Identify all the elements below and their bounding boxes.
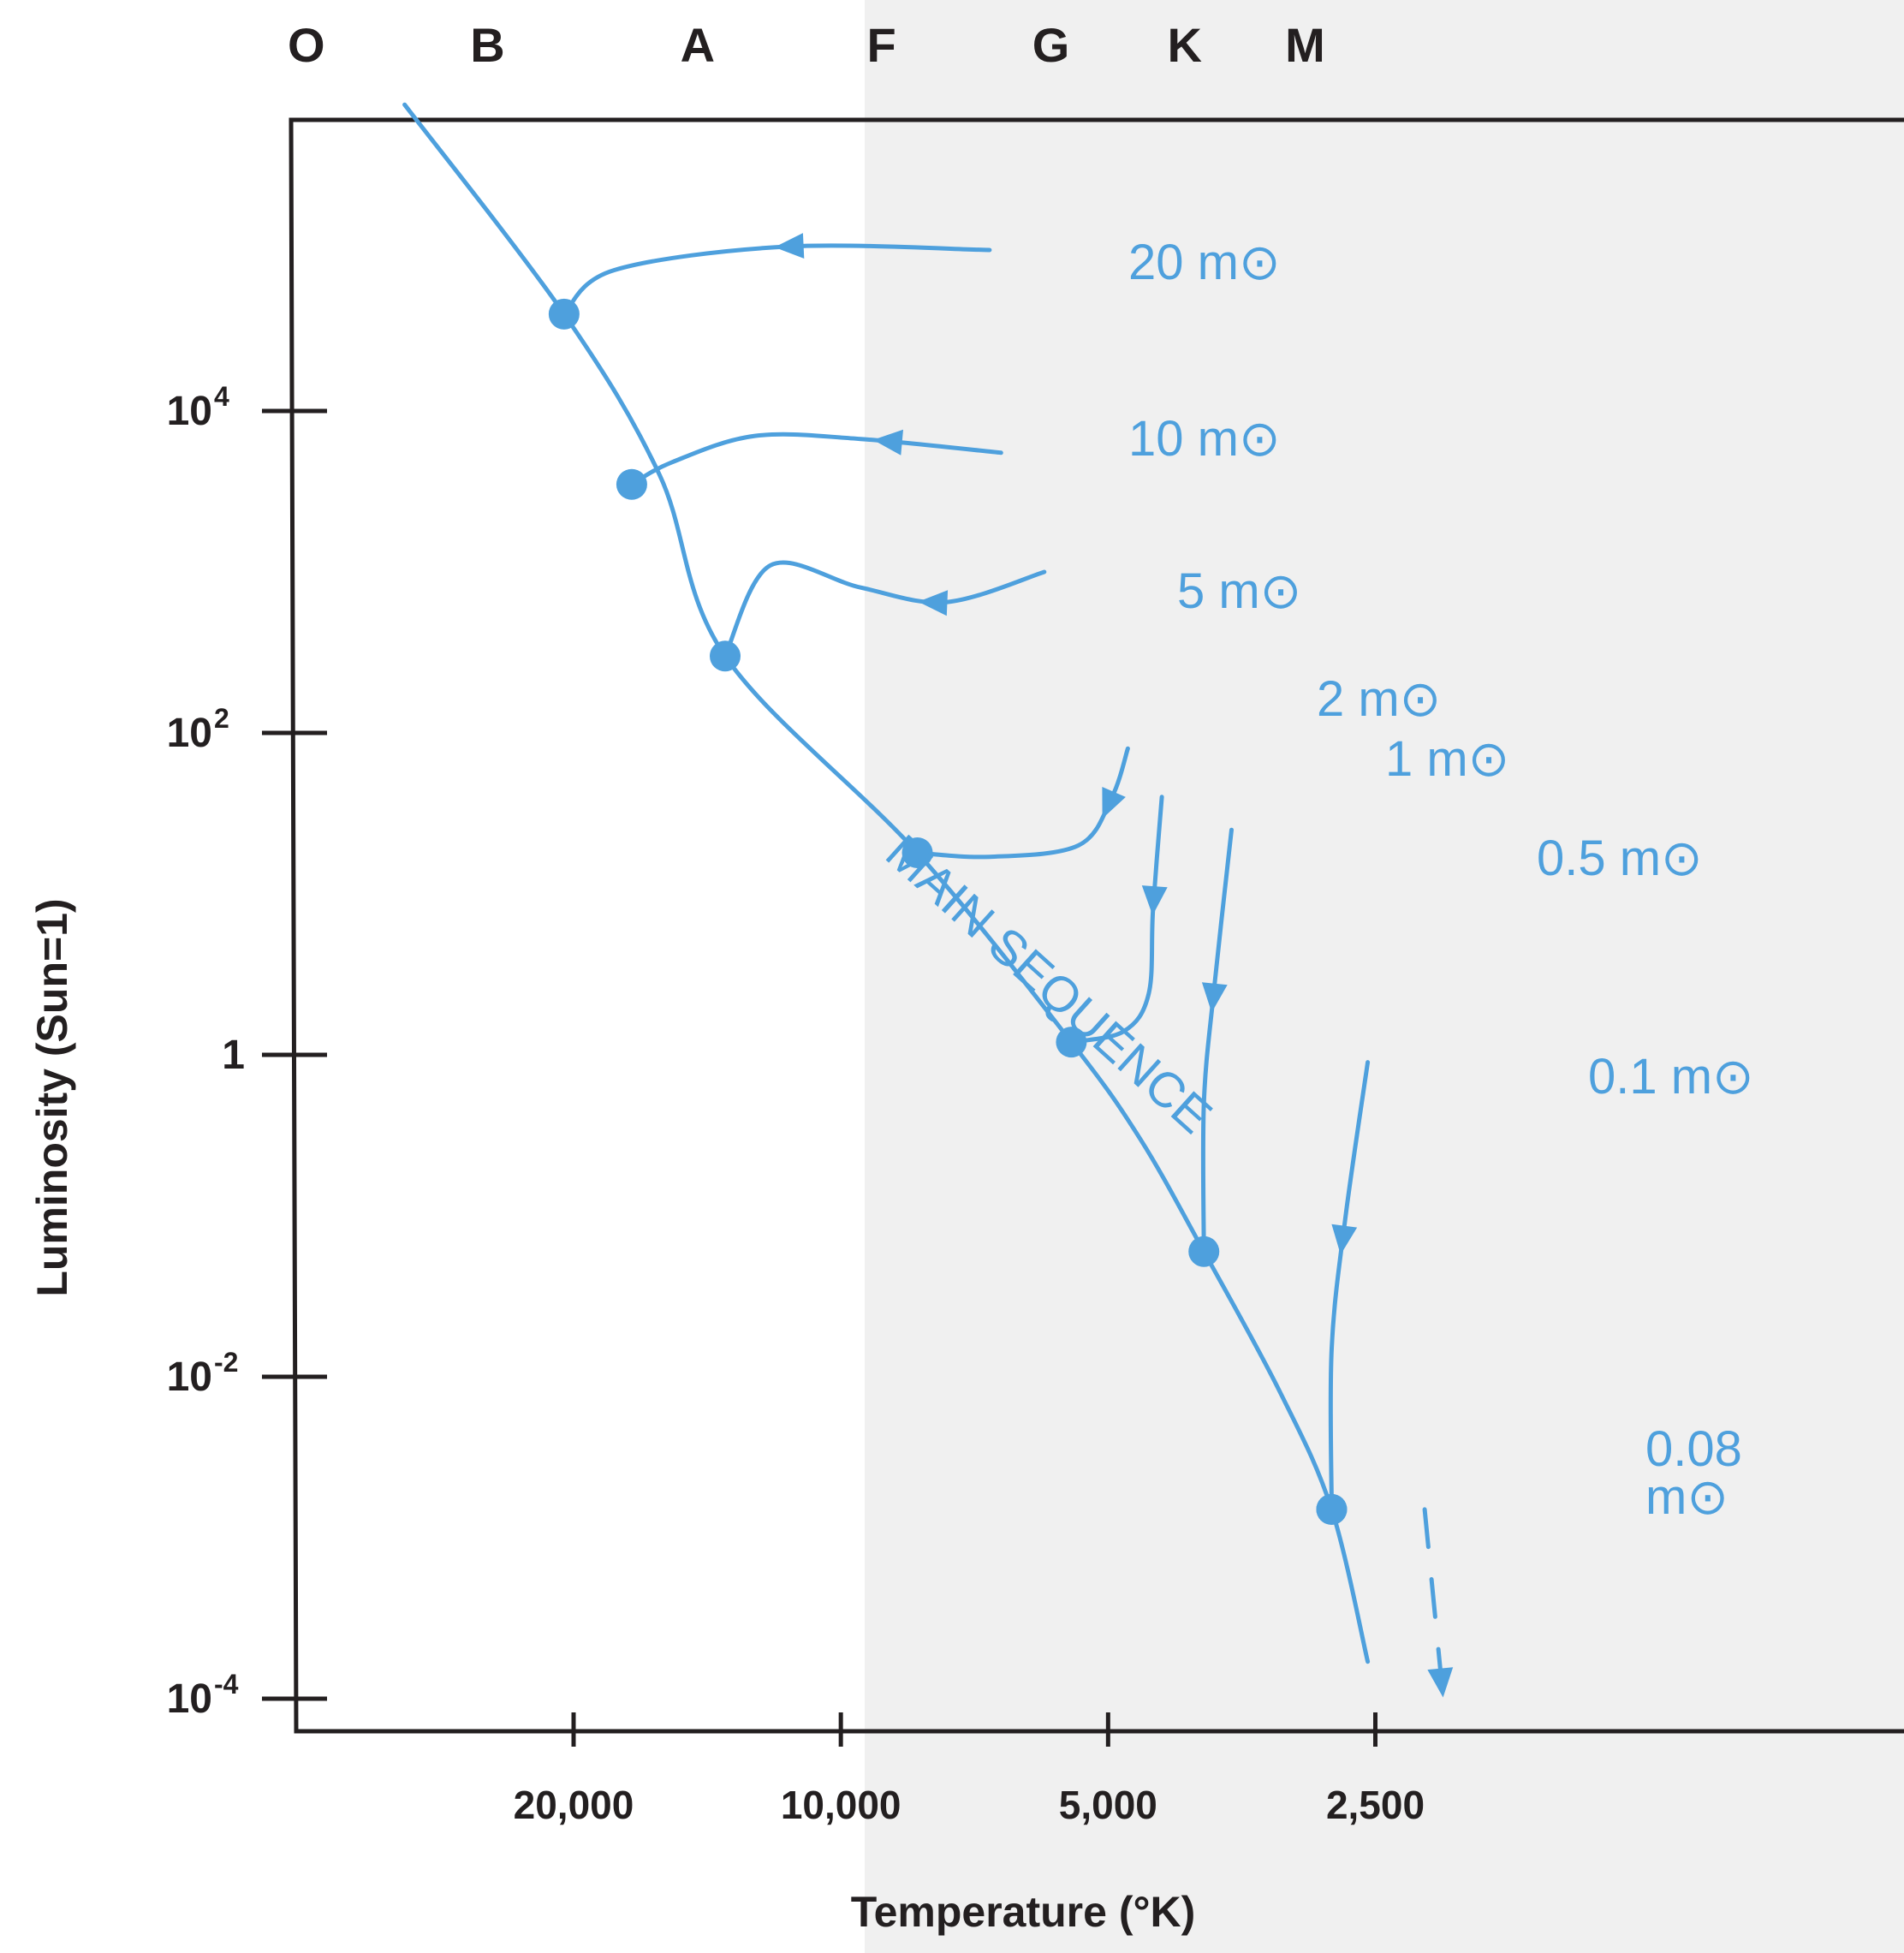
spectral-class-A: A: [681, 18, 715, 72]
x-tick-label-1: 10,000: [781, 1783, 901, 1827]
mass-label-6: 0.1 m⊙: [1588, 1049, 1754, 1105]
shaded-panel: [865, 0, 1904, 1953]
mass-label-5: 0.5 m⊙: [1537, 831, 1703, 886]
x-tick-label-3: 2,500: [1326, 1783, 1425, 1827]
track-arrow-7: [1427, 1667, 1454, 1698]
plot-frame: [289, 117, 1904, 1734]
x-axis-title: Temperature (°K): [851, 1888, 1195, 1936]
arrival-point-2: [710, 640, 741, 672]
endpoint-label-line1: 0.08: [1645, 1421, 1742, 1477]
mass-label-0: 20 m⊙: [1128, 235, 1281, 290]
mass-label-3: 2 m⊙: [1317, 671, 1441, 727]
y-tick-label-1: 10: [167, 711, 212, 756]
arrival-point-0: [548, 298, 580, 330]
y-tick-label-0: 10: [167, 389, 212, 434]
x-tick-label-0: 20,000: [514, 1783, 634, 1827]
y-tick-label-4: 10: [167, 1676, 212, 1722]
track-6: [1328, 1060, 1371, 1512]
curves: 20 m⊙ 10 m⊙ 5 m⊙ 2 m⊙1 m⊙ 0.5 m⊙ 0.1 m⊙ 0.08m⊙: [402, 102, 1754, 1698]
mass-label-2: 5 m⊙: [1177, 563, 1301, 619]
track-2: [723, 560, 1047, 658]
y-axis-title: Luminosity (Sun=1): [28, 898, 76, 1296]
track-arrow-1: [872, 429, 903, 456]
mass-label-4: 1 m⊙: [1385, 731, 1509, 787]
track-3: [915, 746, 1130, 860]
mass-label-1: 10 m⊙: [1128, 411, 1281, 467]
arrival-point-4: [1056, 1027, 1087, 1058]
track-arrow-6: [1331, 1224, 1358, 1255]
endpoint-label-line2: m⊙: [1645, 1469, 1728, 1525]
track-0: [562, 243, 992, 317]
arrival-point-endpoint: [1316, 1493, 1348, 1525]
y-tick-exponent-1: 2: [214, 703, 229, 734]
track-5: [1200, 827, 1234, 1254]
track-4: [1068, 795, 1164, 1045]
y-tick-exponent-0: 4: [214, 381, 229, 412]
track-arrow-2: [918, 590, 949, 616]
arrival-point-3: [901, 837, 933, 869]
track-arrow-3: [1102, 787, 1126, 819]
arrival-point-1: [616, 468, 647, 500]
spectral-class-F: F: [867, 18, 896, 72]
spectral-class-K: K: [1167, 18, 1201, 72]
spectral-class-O: O: [288, 18, 325, 72]
spectral-class-G: G: [1032, 18, 1070, 72]
track-1: [629, 432, 1003, 487]
track-arrow-0: [774, 233, 805, 259]
spectral-class-B: B: [470, 18, 504, 72]
arrival-point-5: [1188, 1236, 1220, 1267]
track-7: [1422, 1507, 1445, 1694]
y-tick-label-3: 10: [167, 1355, 212, 1400]
track-arrow-4: [1141, 885, 1168, 916]
y-tick-label-2: 1: [222, 1033, 245, 1078]
main-sequence-curve: [402, 102, 1371, 1664]
spectral-class-M: M: [1285, 18, 1325, 72]
track-arrow-5: [1201, 982, 1228, 1013]
y-tick-exponent-3: -2: [214, 1347, 238, 1378]
y-tick-exponent-4: -4: [214, 1669, 239, 1700]
x-tick-label-2: 5,000: [1059, 1783, 1157, 1827]
